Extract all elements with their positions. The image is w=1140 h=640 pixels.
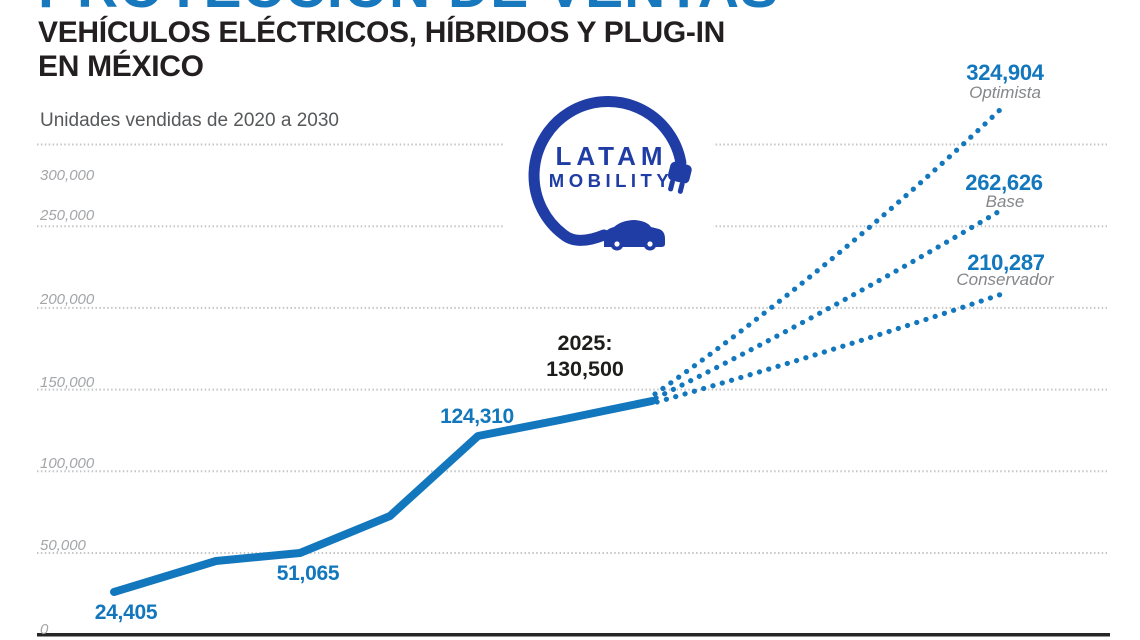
units-caption: Unidades vendidas de 2020 a 2030 — [40, 110, 339, 131]
y-tick-300000: 300,000 — [40, 167, 95, 184]
scenario-name-conservador: Conservador — [956, 270, 1054, 289]
logo-graphic — [528, 96, 692, 251]
annotation-2025-value: 130,500 — [546, 357, 624, 381]
plug-icon — [667, 161, 692, 194]
y-tick-50000: 50,000 — [40, 537, 86, 554]
projection-line-conservador — [654, 291, 1005, 405]
subtitle-line-2: EN MÉXICO — [38, 50, 204, 83]
scenario-value-optimista: 324,904 — [966, 60, 1044, 85]
y-tick-250000: 250,000 — [40, 207, 95, 224]
annotation-2025-year: 2025: — [557, 331, 613, 355]
y-tick-0: 0 — [40, 621, 49, 638]
car-icon — [604, 220, 665, 251]
data-label-2020: 24,405 — [94, 601, 158, 624]
projection-line-base — [653, 209, 1001, 401]
y-tick-100000: 100,000 — [40, 455, 95, 472]
latam-mobility-logo: LATAM MOBILITY — [505, 84, 713, 272]
y-tick-150000: 150,000 — [40, 374, 95, 391]
logo-wordmark-mobility: MOBILITY — [548, 170, 674, 191]
data-label-2024: 124,310 — [440, 405, 514, 428]
cable-circle-icon — [528, 96, 687, 246]
annotation-2025: 2025: 130,500 — [546, 330, 624, 382]
subtitle-line-1: VEHÍCULOS ELÉCTRICOS, HÍBRIDOS Y PLUG-IN — [38, 16, 725, 49]
historical-sales-line — [110, 397, 656, 596]
y-tick-200000: 200,000 — [40, 291, 95, 308]
page-title: PROYECCIÓN DE VENTAS — [38, 0, 779, 17]
page-subtitle: VEHÍCULOS ELÉCTRICOS, HÍBRIDOS Y PLUG-IN… — [38, 16, 725, 84]
projection-line-optimista — [652, 104, 1006, 397]
scenario-name-optimista: Optimista — [969, 83, 1041, 102]
logo-wordmark-latam: LATAM — [555, 141, 668, 171]
data-label-2022: 51,065 — [276, 562, 340, 585]
scenario-value-base: 262,626 — [965, 170, 1043, 195]
scenario-value-conservador: 210,287 — [967, 250, 1045, 275]
scenario-name-base: Base — [985, 192, 1025, 211]
